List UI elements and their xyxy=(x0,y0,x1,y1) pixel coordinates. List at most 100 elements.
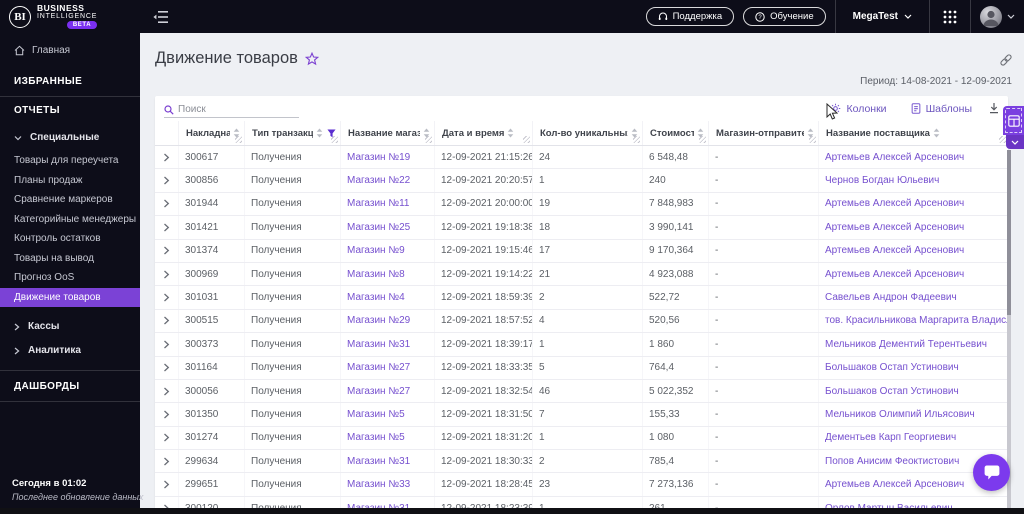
sidebar-item[interactable]: Планы продаж xyxy=(14,174,83,186)
column-resize-handle[interactable] xyxy=(999,136,1006,143)
user-menu[interactable] xyxy=(971,5,1024,28)
cell-shop[interactable]: Магазин №33 xyxy=(341,473,435,496)
cell-shop[interactable]: Магазин №31 xyxy=(341,496,435,508)
table-row[interactable]: 301164 Получения Магазин №27 12-09-2021 18:… xyxy=(155,356,1008,380)
sidebar-collapse-button[interactable] xyxy=(153,10,169,24)
row-expand-button[interactable] xyxy=(155,356,179,379)
column-header-sku_count[interactable]: Кол-во уникальных SKU xyxy=(533,121,643,145)
row-expand-button[interactable] xyxy=(155,379,179,403)
download-button[interactable] xyxy=(988,102,1000,114)
sort-icon[interactable] xyxy=(933,128,940,138)
column-resize-handle[interactable] xyxy=(331,136,338,143)
cell-shop[interactable]: Магазин №8 xyxy=(341,262,435,286)
cell-shop[interactable]: Магазин №27 xyxy=(341,379,435,403)
cell-supplier[interactable]: Артемьев Алексей Арсенович xyxy=(825,221,965,233)
sort-icon[interactable] xyxy=(631,128,638,138)
sort-icon[interactable] xyxy=(233,128,240,138)
table-row[interactable]: 300856 Получения Магазин №22 12-09-2021 20:… xyxy=(155,169,1008,193)
table-row[interactable]: 300515 Получения Магазин №29 12-09-2021 18:… xyxy=(155,309,1008,334)
row-expand-button[interactable] xyxy=(155,450,179,473)
sidebar-item[interactable]: Товары на вывод xyxy=(14,252,94,264)
side-panel-collapse-button[interactable] xyxy=(1006,135,1024,149)
column-resize-handle[interactable] xyxy=(809,136,816,143)
cell-supplier[interactable]: Артемьев Алексей Арсенович xyxy=(825,198,965,210)
row-expand-button[interactable] xyxy=(155,333,179,356)
sort-icon[interactable] xyxy=(316,128,323,138)
cell-shop[interactable]: Магазин №5 xyxy=(341,403,435,426)
column-resize-handle[interactable] xyxy=(523,136,530,143)
row-expand-button[interactable] xyxy=(155,169,179,192)
cell-shop[interactable]: Магазин №9 xyxy=(341,239,435,262)
cell-shop[interactable]: Магазин №4 xyxy=(341,286,435,309)
support-button[interactable]: Поддержка xyxy=(645,7,735,26)
column-header-shop[interactable]: Название магазина xyxy=(341,121,435,145)
table-row[interactable]: 301374 Получения Магазин №9 12-09-2021 19:1… xyxy=(155,239,1008,263)
column-resize-handle[interactable] xyxy=(425,136,432,143)
column-resize-handle[interactable] xyxy=(633,136,640,143)
chat-button[interactable] xyxy=(973,454,1010,491)
filter-icon[interactable] xyxy=(327,128,336,138)
table-row[interactable]: 301274 Получения Магазин №5 12-09-2021 18:3… xyxy=(155,426,1008,451)
cell-supplier[interactable]: Артемьев Алексей Арсенович xyxy=(825,151,965,163)
sidebar-item[interactable]: Товары для переучета xyxy=(14,155,119,166)
table-row[interactable]: 300056 Получения Магазин №27 12-09-2021 18:… xyxy=(155,379,1008,404)
row-expand-button[interactable] xyxy=(155,496,179,508)
row-expand-button[interactable] xyxy=(155,473,179,496)
cell-supplier[interactable]: Большаков Остап Устинович xyxy=(825,385,959,397)
cell-shop[interactable]: Магазин №25 xyxy=(341,216,435,239)
sidebar-item[interactable]: Сравнение маркеров xyxy=(14,194,113,205)
row-expand-button[interactable] xyxy=(155,426,179,450)
table-row[interactable]: 299651 Получения Магазин №33 12-09-2021 18:… xyxy=(155,473,1008,497)
table-row[interactable]: 301944 Получения Магазин №11 12-09-2021 20:… xyxy=(155,192,1008,217)
table-row[interactable]: 300617 Получения Магазин №19 12-09-2021 21:… xyxy=(155,146,1008,170)
sidebar-item[interactable]: Движение товаров xyxy=(0,287,140,307)
sidebar-group[interactable]: Аналитика xyxy=(0,340,140,361)
row-expand-button[interactable] xyxy=(155,192,179,216)
side-panel-toggle[interactable] xyxy=(1003,106,1024,135)
column-header-type[interactable]: Тип транзакции xyxy=(245,121,341,145)
row-expand-button[interactable] xyxy=(155,403,179,426)
favorite-star-icon[interactable] xyxy=(304,51,319,66)
cell-supplier[interactable]: тов. Красильникова Маргарита Владиславов… xyxy=(825,315,1008,327)
sidebar-item[interactable]: Контроль остатков xyxy=(14,233,101,244)
column-resize-handle[interactable] xyxy=(699,136,706,143)
sidebar-group[interactable]: Кассы xyxy=(0,316,140,337)
cell-shop[interactable]: Магазин №29 xyxy=(341,309,435,333)
table-row[interactable]: 301421 Получения Магазин №25 12-09-2021 19:… xyxy=(155,216,1008,240)
scrollbar-thumb[interactable] xyxy=(1007,150,1011,315)
sort-icon[interactable] xyxy=(807,128,814,138)
search-input[interactable] xyxy=(178,104,299,115)
sort-icon[interactable] xyxy=(423,128,430,138)
table-row[interactable]: 301031 Получения Магазин №4 12-09-2021 18:5… xyxy=(155,286,1008,310)
table-row[interactable]: 301350 Получения Магазин №5 12-09-2021 18:3… xyxy=(155,403,1008,427)
columns-button[interactable]: Колонки xyxy=(830,103,887,115)
sidebar-item[interactable]: Прогноз OoS xyxy=(14,272,75,283)
org-selector[interactable]: MegaTest xyxy=(836,11,929,22)
column-header-sender_shop[interactable]: Магазин-отправитель xyxy=(709,121,819,145)
search-box[interactable] xyxy=(164,104,299,118)
cell-supplier[interactable]: Мельников Дементий Терентьевич xyxy=(825,338,988,350)
row-expand-button[interactable] xyxy=(155,286,179,309)
cell-supplier[interactable]: Артемьев Алексей Арсенович xyxy=(825,268,965,280)
cell-supplier[interactable]: Артемьев Алексей Арсенович xyxy=(825,245,965,257)
sidebar-item-home[interactable]: Главная xyxy=(0,40,140,60)
table-row[interactable]: 300373 Получения Магазин №31 12-09-2021 18:… xyxy=(155,333,1008,357)
column-header-invoice[interactable]: Накладная xyxy=(179,121,245,145)
sidebar-group-special[interactable]: Специальные xyxy=(0,127,140,148)
column-header-datetime[interactable]: Дата и время xyxy=(435,121,533,145)
row-expand-button[interactable] xyxy=(155,216,179,239)
app-logo[interactable]: BI BUSINESS INTELLIGENCE BETA xyxy=(0,3,140,30)
table-row[interactable]: 299634 Получения Магазин №31 12-09-2021 18:… xyxy=(155,450,1008,474)
row-expand-button[interactable] xyxy=(155,309,179,333)
cell-supplier[interactable]: Дементьев Карп Георгиевич xyxy=(825,432,957,444)
cell-supplier[interactable]: Чернов Богдан Юльевич xyxy=(825,175,940,187)
cell-shop[interactable]: Магазин №27 xyxy=(341,356,435,379)
column-resize-handle[interactable] xyxy=(235,136,242,143)
cell-shop[interactable]: Магазин №5 xyxy=(341,426,435,450)
cell-supplier[interactable]: Мельников Олимпий Ильясович xyxy=(825,408,975,420)
vertical-scrollbar[interactable] xyxy=(1007,150,1011,508)
sort-icon[interactable] xyxy=(507,128,514,138)
cell-supplier[interactable]: Большаков Остап Устинович xyxy=(825,362,959,374)
cell-supplier[interactable]: Артемьев Алексей Арсенович xyxy=(825,479,965,491)
